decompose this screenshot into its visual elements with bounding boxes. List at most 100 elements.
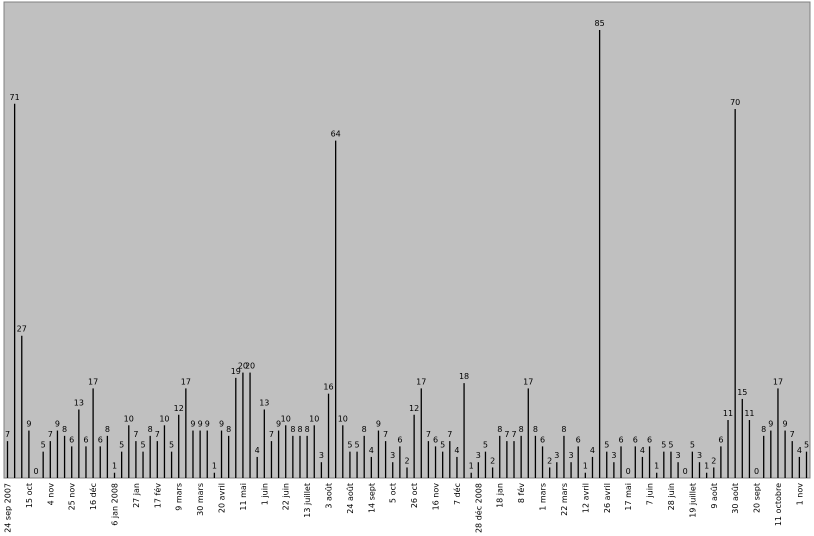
value-label-95: 0 xyxy=(683,467,688,476)
value-label-86: 6 xyxy=(618,435,623,444)
value-label-39: 10 xyxy=(281,414,291,423)
value-label-17: 10 xyxy=(124,414,134,423)
x-tick-label-25: 1 mars xyxy=(539,483,548,511)
value-label-102: 70 xyxy=(730,98,740,107)
value-label-4: 0 xyxy=(33,467,38,476)
value-label-49: 5 xyxy=(355,441,360,450)
value-label-52: 9 xyxy=(376,420,381,429)
value-label-90: 6 xyxy=(647,435,652,444)
value-label-82: 4 xyxy=(590,446,595,455)
value-label-55: 6 xyxy=(397,435,402,444)
value-label-37: 7 xyxy=(269,430,274,439)
x-tick-label-37: 1 nov xyxy=(795,483,804,506)
value-label-101: 11 xyxy=(723,409,733,418)
value-label-59: 7 xyxy=(426,430,431,439)
value-label-16: 5 xyxy=(119,441,124,450)
value-label-53: 7 xyxy=(383,430,388,439)
value-label-87: 0 xyxy=(626,467,631,476)
value-label-98: 1 xyxy=(704,462,709,471)
value-label-23: 5 xyxy=(169,441,174,450)
x-tick-label-36: 11 octobre xyxy=(774,483,783,526)
value-label-19: 5 xyxy=(140,441,145,450)
value-label-21: 7 xyxy=(155,430,160,439)
x-tick-labels-group: 24 sep 2007 15 oct 4 nov 25 nov 16 déc 6 jan … xyxy=(4,483,805,533)
value-label-107: 9 xyxy=(768,420,773,429)
x-tick-label-0: 24 sep 2007 xyxy=(4,483,13,533)
value-label-41: 8 xyxy=(297,425,302,434)
x-tick-label-30: 7 juin xyxy=(646,483,655,505)
value-label-47: 10 xyxy=(338,414,348,423)
x-tick-label-11: 11 mai xyxy=(239,483,248,511)
value-label-103: 15 xyxy=(737,388,747,397)
value-label-74: 8 xyxy=(533,425,538,434)
x-tick-label-21: 7 déc xyxy=(452,483,462,505)
x-tick-label-15: 3 août xyxy=(325,483,334,509)
x-tick-label-22: 28 déc 2008 xyxy=(473,483,483,533)
value-label-93: 5 xyxy=(668,441,673,450)
value-label-111: 4 xyxy=(797,446,802,455)
x-tick-label-28: 26 avril xyxy=(603,483,612,513)
value-label-62: 7 xyxy=(447,430,452,439)
value-label-85: 3 xyxy=(611,451,616,460)
x-tick-label-7: 17 fév xyxy=(152,483,162,508)
value-label-46: 64 xyxy=(331,130,341,139)
value-label-45: 16 xyxy=(323,383,333,392)
value-label-63: 4 xyxy=(454,446,459,455)
value-label-66: 3 xyxy=(476,451,481,460)
value-label-12: 17 xyxy=(88,377,98,386)
x-tick-label-32: 19 juillet xyxy=(688,483,697,518)
value-label-83: 85 xyxy=(595,19,605,28)
value-label-2: 27 xyxy=(17,325,27,334)
value-label-22: 10 xyxy=(159,414,169,423)
value-label-75: 6 xyxy=(540,435,545,444)
value-label-71: 7 xyxy=(511,430,516,439)
value-label-35: 4 xyxy=(255,446,260,455)
value-label-50: 8 xyxy=(362,425,367,434)
x-tick-label-13: 22 juin xyxy=(282,483,291,510)
value-label-1: 71 xyxy=(10,93,20,102)
value-label-76: 2 xyxy=(547,456,552,465)
bars-group xyxy=(6,30,808,478)
x-tick-label-23: 18 jan xyxy=(496,483,505,508)
value-label-78: 8 xyxy=(561,425,566,434)
value-label-9: 6 xyxy=(69,435,74,444)
value-label-84: 5 xyxy=(604,441,609,450)
value-label-57: 12 xyxy=(409,404,419,413)
value-label-108: 17 xyxy=(773,377,783,386)
x-tick-label-20: 16 nov xyxy=(432,483,441,511)
value-label-20: 8 xyxy=(148,425,153,434)
x-tick-label-2: 4 nov xyxy=(46,483,55,506)
value-label-48: 5 xyxy=(347,441,352,450)
value-label-14: 8 xyxy=(105,425,110,434)
value-label-34: 20 xyxy=(245,362,255,371)
value-label-3: 9 xyxy=(26,420,31,429)
value-label-42: 8 xyxy=(305,425,310,434)
value-label-72: 8 xyxy=(519,425,524,434)
value-label-81: 1 xyxy=(583,462,588,471)
value-label-32: 19 xyxy=(231,367,241,376)
x-tick-label-33: 9 août xyxy=(710,483,719,509)
value-label-6: 7 xyxy=(48,430,53,439)
value-label-109: 9 xyxy=(783,420,788,429)
x-tick-label-6: 27 jan xyxy=(132,483,141,508)
x-tick-label-19: 26 oct xyxy=(410,483,419,508)
x-tick-label-17: 14 sept xyxy=(367,483,376,513)
value-label-97: 3 xyxy=(697,451,702,460)
value-label-15: 1 xyxy=(112,462,117,471)
x-tick-label-8: 9 mars xyxy=(175,483,184,511)
x-tick-label-3: 25 nov xyxy=(68,483,77,511)
value-label-88: 6 xyxy=(633,435,638,444)
value-label-10: 13 xyxy=(74,398,84,407)
x-tick-label-10: 20 avril xyxy=(218,483,227,513)
x-tick-label-4: 16 déc xyxy=(88,483,98,510)
value-label-8: 8 xyxy=(62,425,67,434)
value-label-25: 17 xyxy=(181,377,191,386)
x-tick-label-35: 20 sept xyxy=(753,483,762,513)
value-label-69: 8 xyxy=(497,425,502,434)
value-label-91: 1 xyxy=(654,462,659,471)
x-tick-label-31: 28 juin xyxy=(667,483,676,510)
value-label-112: 5 xyxy=(804,441,809,450)
value-label-5: 5 xyxy=(41,441,46,450)
